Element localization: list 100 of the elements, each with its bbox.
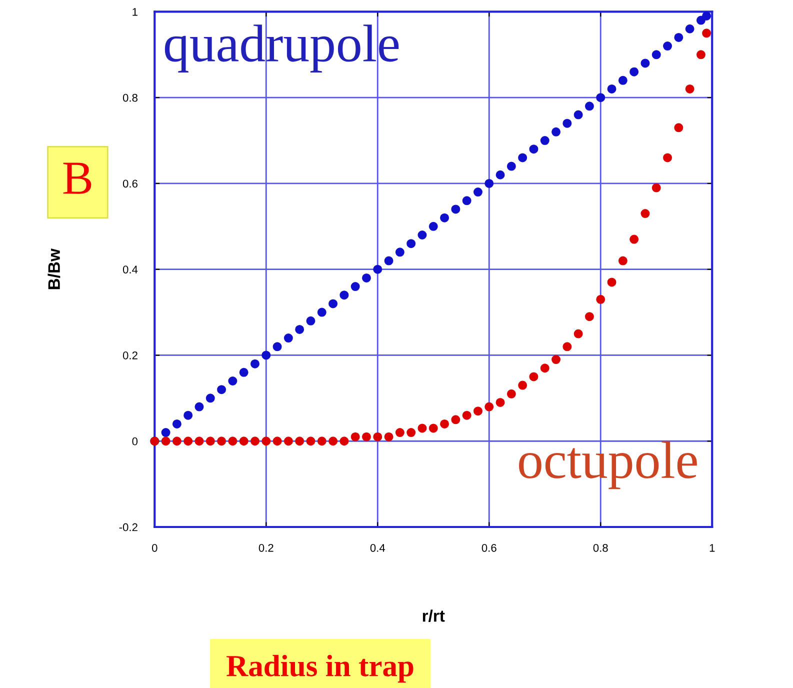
point [496, 170, 505, 180]
point [228, 436, 238, 446]
point [161, 436, 170, 446]
point [250, 436, 260, 446]
point [685, 84, 694, 94]
point [496, 398, 505, 407]
point [373, 432, 382, 442]
point [440, 419, 450, 428]
point [194, 436, 204, 446]
point [529, 372, 538, 382]
point [428, 222, 438, 231]
point [328, 436, 338, 446]
point [362, 432, 371, 442]
y-tick-label: -0.2 [119, 523, 138, 532]
point [317, 308, 326, 317]
point [702, 11, 712, 20]
point [284, 436, 293, 446]
x-tick-label: 0.6 [482, 544, 496, 552]
point [184, 436, 193, 446]
point [562, 118, 572, 128]
point [696, 50, 706, 60]
point [272, 436, 282, 446]
point [484, 402, 494, 412]
point [618, 256, 628, 266]
point [239, 436, 248, 446]
x-tick-label: 0.4 [370, 544, 386, 552]
point [506, 389, 516, 398]
point [685, 24, 694, 34]
point [340, 436, 349, 446]
y-tick-label: 0.8 [122, 94, 138, 102]
point [540, 136, 550, 146]
point [640, 209, 650, 218]
point [674, 123, 684, 132]
x-tick-label: 1 [710, 544, 715, 552]
point [362, 273, 371, 282]
point [702, 28, 712, 38]
point [350, 282, 360, 292]
point [384, 432, 394, 442]
point [640, 58, 650, 68]
x-axis-title: r/rt [422, 610, 445, 622]
point [328, 299, 338, 308]
x-tick-label: 0 [152, 544, 158, 552]
point [172, 419, 182, 428]
point [674, 32, 684, 42]
point [552, 127, 561, 136]
point [540, 364, 550, 373]
point [206, 394, 215, 403]
point [607, 84, 616, 94]
point [652, 50, 661, 60]
point [596, 93, 606, 102]
point [418, 424, 427, 433]
y-tick-label: 0 [132, 437, 138, 446]
point [350, 432, 360, 442]
point [406, 428, 416, 438]
point [518, 380, 528, 390]
point [395, 428, 404, 438]
point [217, 385, 226, 394]
point [618, 76, 628, 85]
point [574, 110, 583, 120]
point [340, 290, 349, 300]
point [596, 294, 606, 304]
point [284, 334, 293, 343]
point [607, 278, 616, 287]
point [295, 324, 304, 334]
point [239, 368, 248, 377]
point [584, 102, 594, 111]
point [451, 204, 460, 214]
point [262, 436, 271, 446]
text: Radius in trap [226, 654, 414, 683]
point [462, 410, 472, 420]
y-axis-title: B/Bw [48, 248, 60, 290]
point [194, 402, 204, 412]
point [406, 239, 416, 248]
point [663, 153, 672, 162]
point [652, 183, 661, 192]
point [172, 436, 182, 446]
point [384, 256, 394, 266]
point [473, 188, 482, 197]
point [451, 415, 460, 424]
point [630, 234, 639, 244]
point [506, 162, 516, 171]
point [484, 178, 494, 188]
point [272, 342, 282, 352]
point [663, 42, 672, 51]
point [428, 424, 438, 433]
point [462, 196, 472, 206]
text: B [63, 162, 92, 194]
point [295, 436, 304, 446]
point [630, 67, 639, 76]
point [574, 329, 583, 338]
y-tick-label: 1 [132, 8, 138, 16]
x-tick-label: 0.2 [258, 544, 274, 552]
point [206, 436, 215, 446]
point [395, 248, 404, 257]
point [529, 144, 538, 154]
point [184, 410, 193, 420]
point [306, 316, 316, 326]
point [373, 264, 382, 274]
y-tick-label: 0.6 [122, 180, 138, 188]
point [250, 359, 260, 368]
